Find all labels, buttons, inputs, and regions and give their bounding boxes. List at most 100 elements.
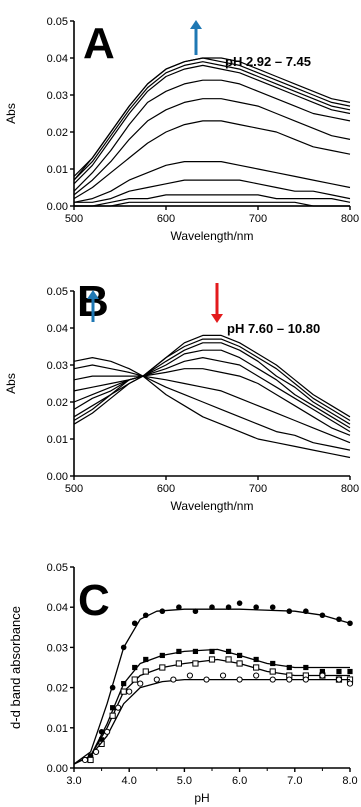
data-point-open-square xyxy=(159,664,166,671)
spectrum-line-2 xyxy=(74,201,350,207)
data-point-filled-circle xyxy=(109,684,116,691)
x-tick-label: 3.0 xyxy=(66,775,81,787)
data-point-filled-circle xyxy=(192,608,199,615)
increase-arrow xyxy=(190,20,202,55)
y-tick-label: 0.00 xyxy=(47,763,68,775)
data-point-open-circle xyxy=(104,728,111,735)
data-point-open-circle xyxy=(302,676,309,683)
data-point-open-square xyxy=(225,656,232,663)
data-point-open-circle xyxy=(236,676,243,683)
arrow-head xyxy=(211,314,223,323)
arrow-head xyxy=(87,290,99,299)
y-tick-label: 0.05 xyxy=(47,562,68,574)
ph-range-annotation: pH 2.92 – 7.45 xyxy=(225,54,311,69)
decrease-arrow xyxy=(211,283,223,323)
data-point-filled-circle xyxy=(253,604,259,610)
panel-label: C xyxy=(78,576,110,625)
x-axis-label: Wavelength/nm xyxy=(171,229,254,243)
y-axis-label: d-d band absorbance xyxy=(8,606,23,729)
spectrum-line-5 xyxy=(73,357,351,433)
x-axis-label: Wavelength/nm xyxy=(171,499,254,513)
x-tick-label: 800 xyxy=(341,483,359,495)
data-point-filled-square xyxy=(303,664,309,671)
spectrum-line-3 xyxy=(74,194,351,207)
data-point-open-square xyxy=(208,656,216,663)
y-tick-label: 0.04 xyxy=(47,602,68,614)
data-point-filled-circle xyxy=(159,608,166,615)
data-point-filled-circle xyxy=(176,604,182,610)
data-point-filled-square xyxy=(253,656,259,663)
data-point-open-circle xyxy=(153,676,160,683)
data-point-open-circle xyxy=(286,676,293,683)
data-point-filled-square xyxy=(336,668,342,675)
y-tick-label: 0.01 xyxy=(47,434,68,446)
spectrum-line-8 xyxy=(73,79,351,192)
fit-curve-4 xyxy=(73,678,350,765)
data-point-filled-square xyxy=(143,656,149,663)
data-point-open-circle xyxy=(319,672,326,679)
data-point-open-square xyxy=(109,712,116,719)
data-point-filled-square xyxy=(132,664,138,671)
panel-a: 0.00 0.01 0.02 0.03 0.04 0.05 500 600 700 800 Wave… xyxy=(4,16,359,243)
x-tick-label: 5.0 xyxy=(177,775,192,787)
data-point-filled-square xyxy=(286,664,292,671)
x-tick-label: 600 xyxy=(157,483,175,495)
data-point-open-square xyxy=(253,664,260,671)
data-point-filled-circle xyxy=(269,604,276,610)
data-point-filled-circle xyxy=(236,600,243,606)
data-point-filled-square xyxy=(159,652,165,659)
y-tick-label: 0.03 xyxy=(47,90,68,102)
x-axis-label: pH xyxy=(194,791,209,805)
arrow-head xyxy=(190,20,202,29)
spectrum-line-3 xyxy=(73,342,351,425)
data-point-open-square xyxy=(120,688,127,695)
data-point-open-square xyxy=(98,740,105,747)
data-point-filled-circle xyxy=(131,620,138,627)
data-point-filled-square xyxy=(176,648,182,655)
data-point-filled-circle xyxy=(120,644,127,651)
x-tick-label: 7.0 xyxy=(287,775,302,787)
data-point-filled-circle xyxy=(303,608,309,615)
y-tick-label: 0.03 xyxy=(47,642,68,654)
data-point-open-square xyxy=(175,660,182,667)
increase-arrow xyxy=(87,290,99,322)
y-tick-label: 0.05 xyxy=(47,16,68,28)
y-tick-label: 0.02 xyxy=(47,127,68,139)
y-tick-label: 0.00 xyxy=(47,471,68,483)
data-point-filled-circle xyxy=(336,616,342,623)
x-tick-label: 600 xyxy=(157,213,175,225)
data-point-filled-circle xyxy=(347,620,353,627)
x-tick-label: 8.0 xyxy=(342,775,357,787)
x-tick-label: 700 xyxy=(249,213,267,225)
y-tick-label: 0.02 xyxy=(47,397,68,409)
data-point-open-circle xyxy=(137,680,144,687)
x-tick-label: 700 xyxy=(249,483,267,495)
x-tick-label: 500 xyxy=(65,483,83,495)
data-point-open-square xyxy=(236,660,243,667)
data-point-filled-circle xyxy=(319,612,326,619)
spectrum-line-4 xyxy=(74,179,351,203)
spectrum-line-6 xyxy=(73,368,351,436)
data-point-filled-square xyxy=(225,648,232,655)
spectrum-line-4 xyxy=(73,349,351,429)
data-point-filled-circle xyxy=(286,608,293,615)
y-tick-label: 0.04 xyxy=(47,323,68,335)
spectrum-line-7 xyxy=(73,375,351,444)
data-point-filled-square xyxy=(237,652,243,659)
data-point-filled-circle xyxy=(209,604,215,610)
y-tick-label: 0.02 xyxy=(47,683,68,695)
data-point-open-circle xyxy=(81,756,89,764)
data-point-open-circle xyxy=(203,676,210,683)
spectrum-line-12 xyxy=(73,57,351,177)
data-point-filled-circle xyxy=(225,604,232,610)
spectrum-line-9 xyxy=(73,357,351,459)
spectrum-line-9 xyxy=(73,64,351,185)
x-tick-label: 4.0 xyxy=(122,775,137,787)
data-point-open-circle xyxy=(186,672,194,679)
data-point-open-circle xyxy=(269,676,276,683)
spectrum-line-6 xyxy=(73,120,351,200)
x-tick-label: 800 xyxy=(341,213,359,225)
y-tick-label: 0.00 xyxy=(47,201,68,213)
y-tick-label: 0.04 xyxy=(47,53,68,65)
y-axis-label: Abs xyxy=(4,373,18,394)
